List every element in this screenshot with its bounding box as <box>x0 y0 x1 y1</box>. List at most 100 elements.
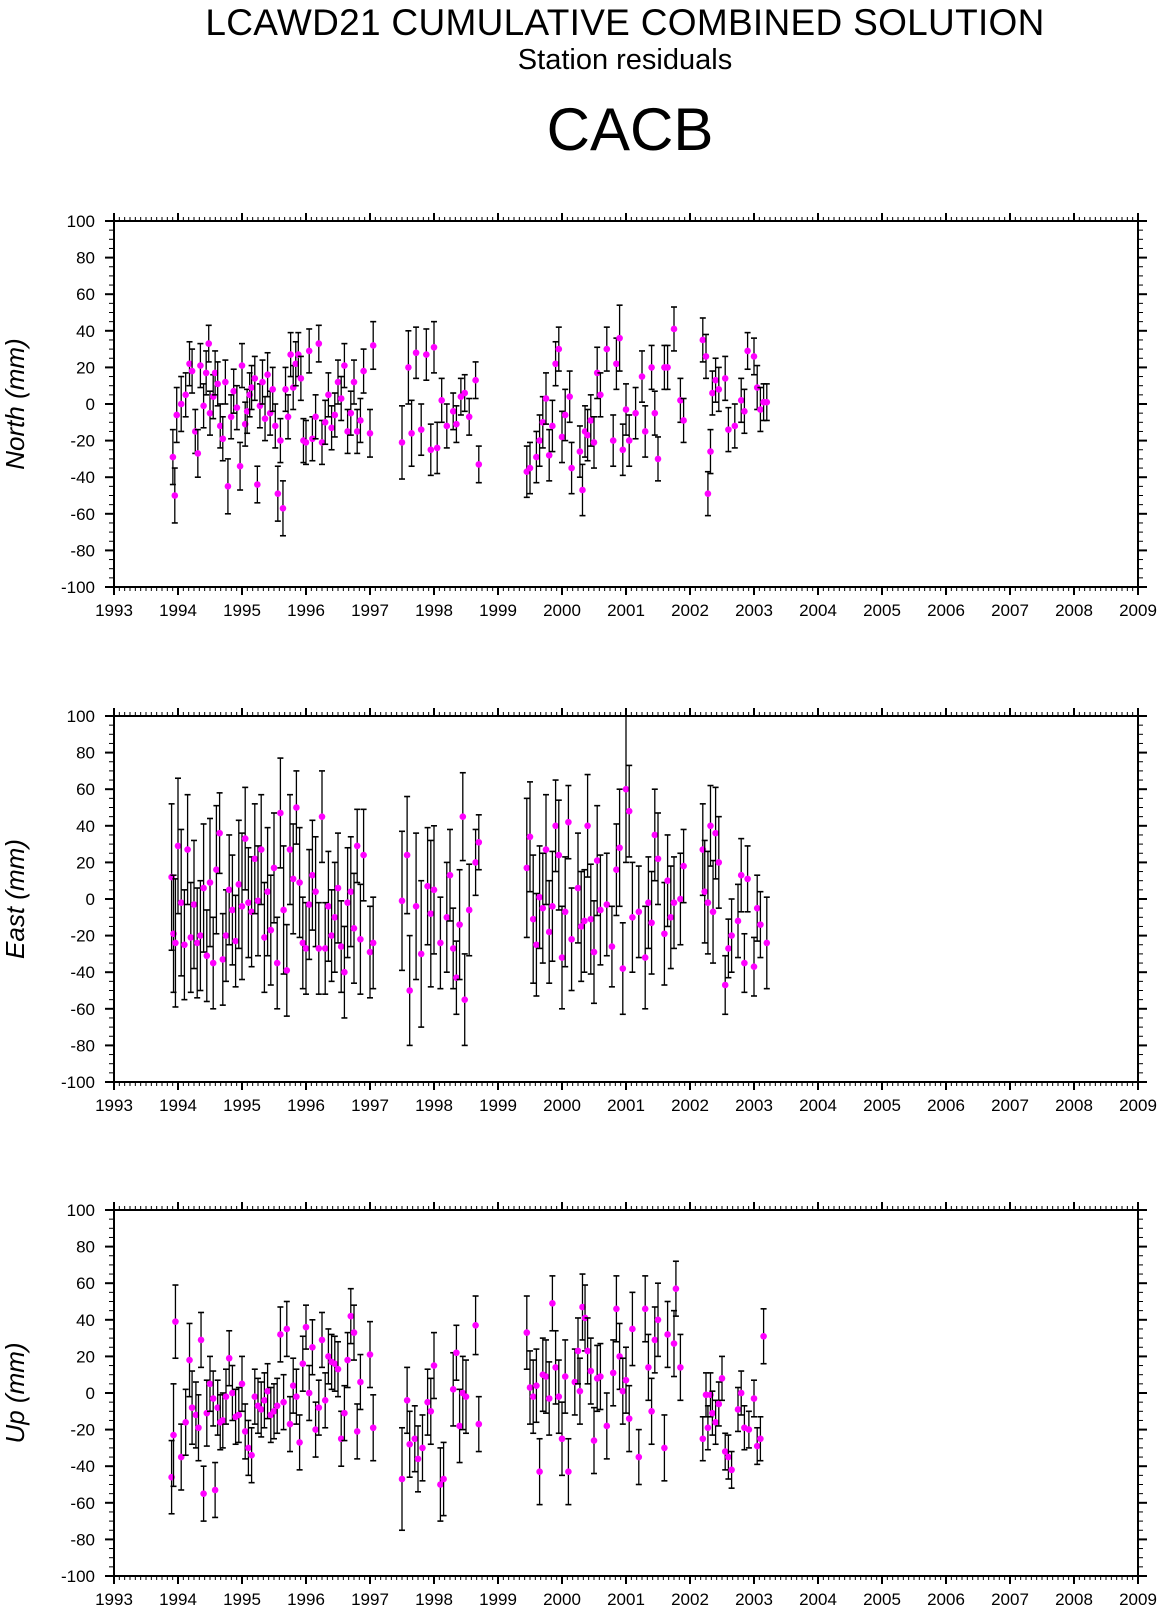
y-tick-label: 60 <box>76 285 95 304</box>
data-point <box>443 422 451 430</box>
y-tick-label: 40 <box>76 322 95 341</box>
data-point <box>552 822 559 830</box>
x-tick-label: 2009 <box>1119 1096 1157 1115</box>
x-tick-label: 1996 <box>287 601 325 620</box>
data-point <box>241 1428 249 1435</box>
data-point <box>181 941 188 949</box>
x-tick-label: 1997 <box>351 1096 389 1115</box>
data-point <box>461 389 469 397</box>
data-point <box>350 378 358 386</box>
data-point <box>449 408 457 415</box>
data-point <box>331 411 339 419</box>
x-tick-label: 1996 <box>287 1590 325 1609</box>
x-tick-label: 2007 <box>991 1590 1029 1609</box>
data-point <box>587 915 595 923</box>
data-point <box>654 455 662 463</box>
data-point <box>472 376 479 384</box>
data-point <box>299 1360 307 1368</box>
y-tick-label: 0 <box>86 395 95 414</box>
data-point <box>312 1426 319 1433</box>
data-point <box>423 351 430 358</box>
data-point <box>350 1329 358 1336</box>
x-tick-label: 2003 <box>735 1590 773 1609</box>
data-point <box>440 1475 447 1483</box>
data-point <box>216 422 224 430</box>
data-point <box>587 417 595 424</box>
data-point <box>347 888 355 895</box>
data-point <box>200 402 207 410</box>
data-point <box>609 437 617 444</box>
data-point <box>651 831 659 839</box>
x-tick-label: 2000 <box>543 1590 581 1609</box>
data-point <box>264 371 271 379</box>
data-point <box>254 481 261 488</box>
y-tick-label: -80 <box>70 1530 95 1549</box>
data-point <box>584 431 591 439</box>
data-point <box>704 1424 712 1432</box>
data-point <box>411 1435 419 1443</box>
data-point <box>241 835 249 842</box>
data-point <box>718 1375 726 1382</box>
data-point <box>590 948 598 956</box>
data-point <box>186 1356 193 1364</box>
data-point <box>227 413 235 421</box>
data-point <box>270 1408 278 1415</box>
y-tick-label: 100 <box>67 1201 95 1220</box>
data-point <box>188 1404 196 1411</box>
data-point <box>750 353 758 360</box>
data-point <box>273 1402 281 1410</box>
data-point <box>443 914 451 921</box>
data-point <box>574 1347 582 1355</box>
data-point <box>664 364 671 371</box>
data-point <box>603 1422 611 1430</box>
data-point <box>293 804 300 811</box>
data-point <box>219 1417 227 1424</box>
y-tick-label: -40 <box>70 963 95 982</box>
data-point <box>638 373 646 380</box>
data-point <box>648 919 655 927</box>
data-point <box>283 967 291 974</box>
data-point <box>200 1490 207 1497</box>
y-tick-label: -20 <box>70 1421 95 1440</box>
y-tick-label: -60 <box>70 1000 95 1019</box>
data-point <box>325 903 332 910</box>
data-point <box>289 875 297 883</box>
data-point <box>251 855 259 863</box>
data-point <box>280 906 287 914</box>
data-point <box>419 1444 426 1452</box>
data-point <box>206 1380 214 1388</box>
data-point <box>331 914 339 921</box>
data-point <box>347 1312 355 1320</box>
x-tick-label: 1998 <box>415 1590 453 1609</box>
data-point <box>194 450 202 457</box>
x-tick-label: 2001 <box>607 1590 645 1609</box>
data-point <box>651 1336 659 1344</box>
data-point <box>325 1353 332 1360</box>
data-point <box>757 921 764 928</box>
x-tick-label: 2008 <box>1055 601 1093 620</box>
data-point <box>334 884 342 892</box>
data-point <box>205 340 213 347</box>
data-point <box>238 903 246 910</box>
data-point <box>670 1340 678 1347</box>
data-point <box>232 937 239 945</box>
data-point <box>753 904 761 912</box>
x-tick-label: 1999 <box>479 601 517 620</box>
data-point <box>172 939 179 947</box>
data-point <box>587 1367 595 1375</box>
data-point <box>214 1404 221 1411</box>
x-tick-label: 1994 <box>159 601 197 620</box>
x-tick-label: 1995 <box>223 1590 261 1609</box>
x-tick-label: 1996 <box>287 1096 325 1115</box>
x-tick-label: 2006 <box>927 1096 965 1115</box>
data-point <box>238 362 246 369</box>
data-point <box>574 884 582 892</box>
data-point <box>709 1409 716 1417</box>
data-point <box>597 391 604 399</box>
data-point <box>417 950 425 958</box>
data-point <box>632 409 639 417</box>
data-point <box>280 1398 287 1406</box>
data-point <box>341 362 348 369</box>
data-point <box>341 968 348 976</box>
y-tick-label: -100 <box>61 1073 95 1092</box>
